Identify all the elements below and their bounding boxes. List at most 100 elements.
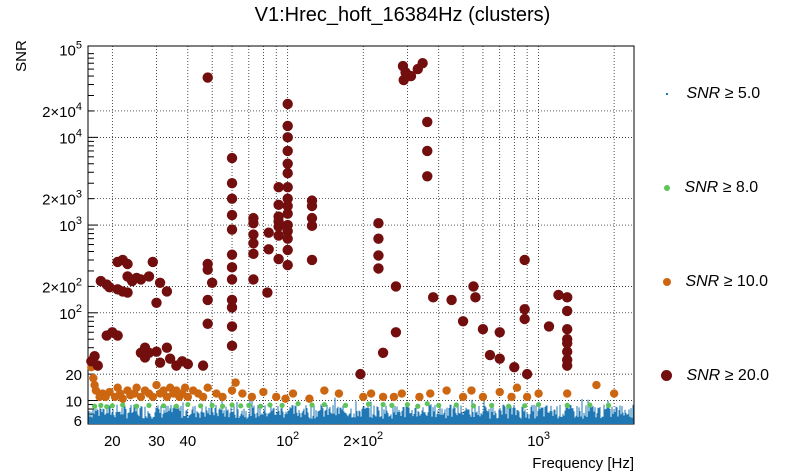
- series-snr-5-band: [88, 395, 634, 424]
- snr-20.0-point: [226, 262, 238, 273]
- y-tick-label: 105: [59, 40, 82, 60]
- snr-20.0-point: [427, 292, 439, 303]
- snr-8.0-point: [295, 401, 301, 407]
- snr-8.0-point: [404, 401, 411, 408]
- snr-20.0-point: [306, 254, 318, 266]
- snr-20.0-point: [112, 330, 123, 341]
- snr-20.0-point: [561, 292, 573, 303]
- snr-8.0-point: [267, 402, 273, 408]
- snr-20.0-point: [543, 321, 555, 332]
- snr-20.0-point: [226, 224, 238, 235]
- snr-20.0-point: [405, 70, 417, 82]
- snr-20.0-point: [422, 145, 433, 157]
- snr-8.0-point: [309, 402, 315, 408]
- snr-10.0-point: [609, 389, 619, 398]
- x-tick-label: 103: [527, 430, 550, 450]
- snr-20.0-point: [282, 145, 293, 157]
- snr-10.0-point: [247, 392, 257, 402]
- snr-20.0-point: [126, 275, 138, 287]
- snr-20.0-point: [509, 361, 520, 373]
- snr-20.0-point: [226, 152, 238, 164]
- y-tick-label: 103: [59, 215, 82, 235]
- snr-8.0-point: [258, 403, 264, 409]
- snr-8.0-point: [173, 403, 179, 409]
- snr-20.0-point: [282, 98, 293, 110]
- legend-label-snr-20: SNR: [686, 367, 721, 384]
- snr-10.0-point: [458, 392, 468, 402]
- y-tick-label: 6: [74, 413, 82, 430]
- plot-frame: [87, 45, 635, 425]
- snr-20.0-point: [273, 221, 284, 232]
- legend-marker-snr-8: [664, 184, 670, 191]
- snr-20.0-point: [373, 218, 384, 229]
- snr-20.0-point: [282, 182, 293, 193]
- snr-10.0-point: [592, 380, 601, 390]
- snr-8.0-point: [104, 404, 110, 410]
- snr-10.0-point: [180, 383, 190, 392]
- legend-item-snr-20: SNR ≥ 20.0: [660, 367, 769, 385]
- snr-20.0-point: [282, 132, 293, 143]
- snr-20.0-point: [457, 316, 469, 327]
- snr-20.0-point: [151, 346, 162, 357]
- snr-10.0-point: [426, 389, 435, 398]
- snr-10.0-point: [272, 392, 281, 402]
- x-tick-label: 30: [148, 433, 165, 450]
- snr-20.0-point: [306, 200, 318, 212]
- snr-20.0-point: [104, 282, 115, 293]
- snr-20.0-point: [248, 238, 259, 249]
- snr-8.0-point: [506, 403, 512, 409]
- snr-20.0-point: [248, 248, 259, 260]
- snr-20.0-point: [373, 263, 384, 274]
- snr-10.0-point: [227, 386, 237, 395]
- snr-20.0-point: [273, 230, 284, 241]
- legend-item-snr-10: SNR ≥ 10.0: [660, 273, 768, 291]
- snr-20.0-point: [226, 321, 238, 332]
- snr-20.0-point: [135, 274, 147, 285]
- snr-10.0-point: [366, 389, 376, 398]
- snr-20.0-point: [282, 244, 293, 256]
- snr-20.0-point: [161, 342, 173, 353]
- snr-20.0-point: [355, 368, 366, 380]
- snr-10.0-point: [378, 392, 388, 402]
- legend-threshold-snr-20: ≥ 20.0: [724, 367, 770, 384]
- snr-8.0-point: [605, 402, 612, 408]
- x-tick-label: 20: [104, 433, 121, 450]
- snr-20.0-point: [226, 294, 238, 306]
- snr-8.0-point: [238, 403, 244, 409]
- snr-10.0-point: [359, 392, 368, 402]
- snr-8.0-point: [134, 403, 140, 409]
- snr-20.0-point: [226, 249, 238, 260]
- snr-20.0-point: [470, 292, 481, 303]
- snr-20.0-point: [147, 256, 159, 268]
- snr-20.0-point: [122, 258, 133, 270]
- legend-threshold-snr-8: ≥ 8.0: [722, 179, 759, 196]
- snr-20.0-point: [89, 351, 100, 362]
- snr-20.0-point: [282, 233, 293, 244]
- y-tick-label: 2×104: [42, 101, 82, 121]
- snr-20.0-point: [422, 116, 433, 128]
- snr-10.0-point: [136, 392, 146, 402]
- legend-threshold-snr-5: ≥ 5.0: [724, 85, 761, 102]
- snr-10.0-point: [259, 387, 268, 397]
- snr-20.0-point: [92, 360, 103, 371]
- snr-10.0-point: [415, 392, 424, 402]
- snr-20.0-point: [248, 274, 259, 285]
- snr-8.0-point: [536, 401, 542, 408]
- snr-10.0-point: [478, 392, 488, 402]
- snr-8.0-point: [436, 402, 442, 408]
- snr-20.0-point: [468, 281, 479, 292]
- snr-20.0-point: [282, 168, 293, 179]
- snr-10.0-point: [218, 392, 227, 402]
- snr-8.0-point: [380, 401, 386, 408]
- snr-10.0-point: [198, 392, 208, 402]
- snr-10.0-point: [512, 383, 522, 392]
- snr-20.0-point: [561, 338, 573, 349]
- snr-20.0-point: [519, 303, 530, 315]
- snr-20.0-point: [373, 233, 384, 244]
- snr-10.0-point: [238, 389, 247, 398]
- snr-8.0-point: [522, 403, 528, 409]
- snr-8.0-point: [424, 401, 430, 407]
- snr-20.0-point: [422, 171, 433, 182]
- x-tick-label: 40: [180, 433, 197, 450]
